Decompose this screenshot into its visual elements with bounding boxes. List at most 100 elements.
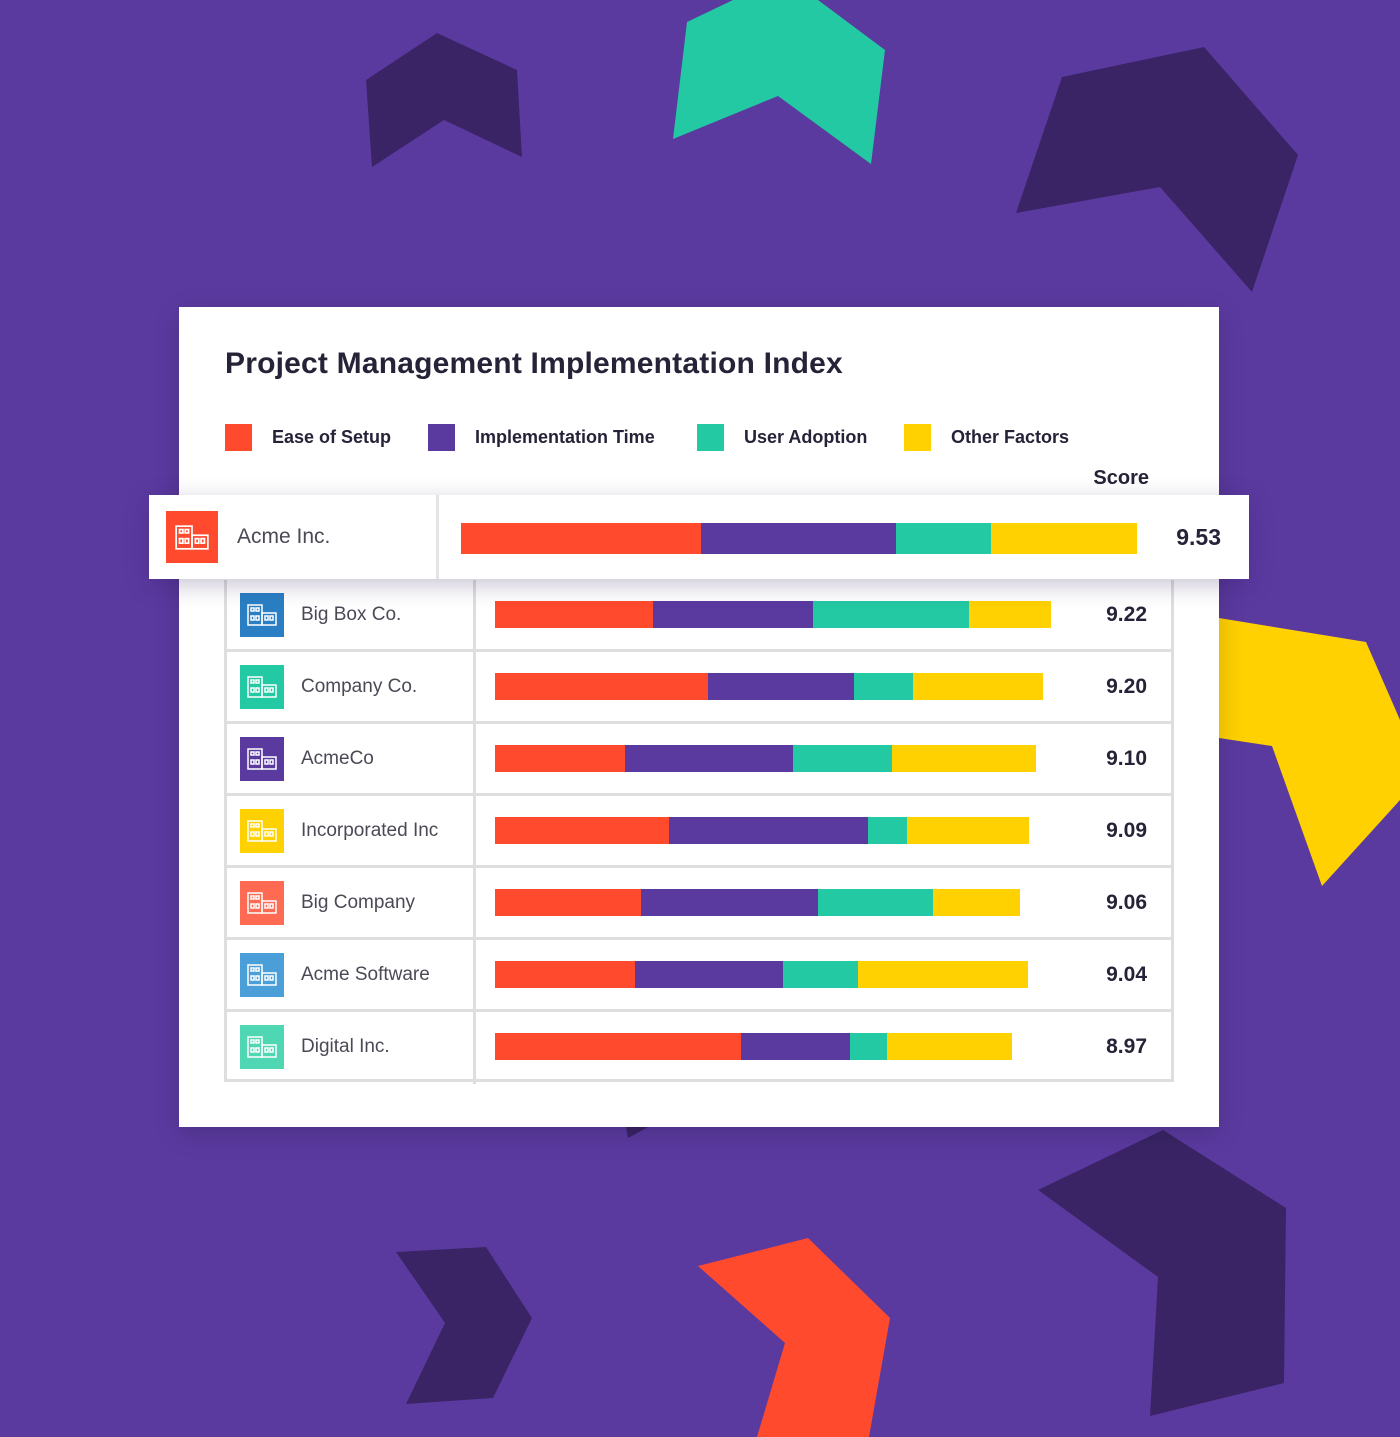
bar-segment-implementation-time xyxy=(625,745,794,772)
featured-row: Acme Inc. 9.53 xyxy=(149,495,1249,579)
bar-segment-user-adoption xyxy=(813,601,969,628)
stacked-bar xyxy=(495,1033,1012,1060)
company-name: Acme Software xyxy=(301,964,430,985)
bar-segment-other-factors xyxy=(991,523,1137,554)
bar-segment-other-factors xyxy=(886,1033,1012,1060)
bg-chevron-teal xyxy=(673,0,885,164)
column-divider xyxy=(473,868,476,937)
bar-segment-user-adoption xyxy=(867,817,907,844)
legend-label-implementation-time: Implementation Time xyxy=(475,426,655,447)
legend-label-user-adoption: User Adoption xyxy=(744,426,868,447)
bar-segment-user-adoption xyxy=(850,1033,887,1060)
bg-chevron-dark-5 xyxy=(626,1127,648,1138)
bar-segment-ease-of-setup xyxy=(495,889,641,916)
bar-segment-ease-of-setup xyxy=(495,1033,742,1060)
bar-segment-implementation-time xyxy=(634,961,784,988)
score-value: 8.97 xyxy=(1106,1035,1147,1058)
legend-item-user-adoption: User Adoption xyxy=(697,423,867,451)
column-divider xyxy=(473,580,476,649)
company-name: Digital Inc. xyxy=(301,1036,390,1057)
score-value: 9.04 xyxy=(1106,963,1147,986)
building-icon xyxy=(247,820,277,842)
stacked-bar xyxy=(495,601,1051,628)
bar-segment-implementation-time xyxy=(640,889,818,916)
building-icon xyxy=(247,676,277,698)
bar-segment-other-factors xyxy=(932,889,1021,916)
company-logo xyxy=(240,881,284,925)
legend-item-other-factors: Other Factors xyxy=(904,423,1069,451)
score-column-header: Score xyxy=(1093,467,1149,489)
chart-title: Project Management Implementation Index xyxy=(225,347,843,380)
bg-chevron-dark-1 xyxy=(366,33,522,167)
stacked-bar xyxy=(461,523,1137,554)
score-value: 9.10 xyxy=(1106,747,1147,770)
table-row-company-co: Company Co. 9.20 xyxy=(227,652,1171,724)
stacked-bar xyxy=(495,889,1021,916)
building-icon xyxy=(247,748,277,770)
score-value: 9.06 xyxy=(1106,891,1147,914)
score-value: 9.22 xyxy=(1106,603,1147,626)
table-row-big-box-co: Big Box Co. 9.22 xyxy=(227,580,1171,652)
stacked-bar xyxy=(495,673,1044,700)
table-row-acmeco: AcmeCo 9.10 xyxy=(227,724,1171,796)
bar-segment-other-factors xyxy=(968,601,1051,628)
chart-card: Project Management Implementation Index … xyxy=(179,307,1219,1127)
bar-segment-user-adoption xyxy=(793,745,893,772)
legend-swatch-implementation-time xyxy=(428,423,455,451)
legend-item-ease-of-setup: Ease of Setup xyxy=(225,423,391,451)
bg-chevron-yellow xyxy=(1219,618,1400,886)
legend-swatch-user-adoption xyxy=(697,423,724,451)
company-logo xyxy=(240,953,284,997)
stacked-bar xyxy=(495,745,1036,772)
column-divider xyxy=(473,796,476,865)
bar-segment-implementation-time xyxy=(669,817,868,844)
table-row-digital-inc: Digital Inc. 8.97 xyxy=(227,1012,1171,1084)
ranking-table: Big Box Co. 9.22 Company Co. 9.20 AcmeCo 9.10… xyxy=(224,580,1174,1084)
legend-label-other-factors: Other Factors xyxy=(951,426,1070,447)
bar-segment-other-factors xyxy=(912,673,1044,700)
bar-segment-ease-of-setup xyxy=(495,961,635,988)
bar-segment-implementation-time xyxy=(741,1033,851,1060)
bar-segment-other-factors xyxy=(906,817,1029,844)
score-value: 9.20 xyxy=(1106,675,1147,698)
bar-segment-other-factors xyxy=(892,745,1036,772)
bar-segment-implementation-time xyxy=(652,601,814,628)
bar-segment-ease-of-setup xyxy=(495,745,626,772)
company-name: Incorporated Inc xyxy=(301,820,439,841)
column-divider xyxy=(436,495,439,579)
stacked-bar xyxy=(495,961,1029,988)
building-icon xyxy=(175,524,209,550)
building-icon xyxy=(247,964,277,986)
table-row-incorporated-inc: Incorporated Inc 9.09 xyxy=(227,796,1171,868)
column-divider xyxy=(473,724,476,793)
company-logo xyxy=(240,737,284,781)
company-name: Acme Inc. xyxy=(237,525,331,548)
building-icon xyxy=(247,604,277,626)
company-name: AcmeCo xyxy=(301,748,374,769)
score-value: 9.09 xyxy=(1106,819,1147,842)
company-logo xyxy=(240,1025,284,1069)
bar-segment-other-factors xyxy=(857,961,1029,988)
score-value: 9.53 xyxy=(1176,524,1221,550)
bg-chevron-dark-4 xyxy=(396,1247,532,1404)
bar-segment-implementation-time xyxy=(701,523,896,554)
bar-segment-user-adoption xyxy=(783,961,858,988)
legend-item-implementation-time: Implementation Time xyxy=(428,423,655,451)
bar-segment-user-adoption xyxy=(854,673,913,700)
bar-segment-user-adoption xyxy=(895,523,992,554)
bg-chevron-dark-2 xyxy=(1016,47,1298,292)
table-row-acme-software: Acme Software 9.04 xyxy=(227,940,1171,1012)
legend-swatch-ease-of-setup xyxy=(225,423,252,451)
company-name: Big Box Co. xyxy=(301,604,402,625)
bar-segment-user-adoption xyxy=(817,889,933,916)
company-logo xyxy=(240,665,284,709)
legend-label-ease-of-setup: Ease of Setup xyxy=(272,426,392,447)
company-logo xyxy=(240,593,284,637)
column-divider xyxy=(473,940,476,1009)
bg-chevron-orange xyxy=(698,1238,890,1437)
company-logo xyxy=(166,511,218,563)
bar-segment-ease-of-setup xyxy=(495,673,708,700)
company-name: Big Company xyxy=(301,892,416,913)
bar-segment-ease-of-setup xyxy=(461,523,702,554)
